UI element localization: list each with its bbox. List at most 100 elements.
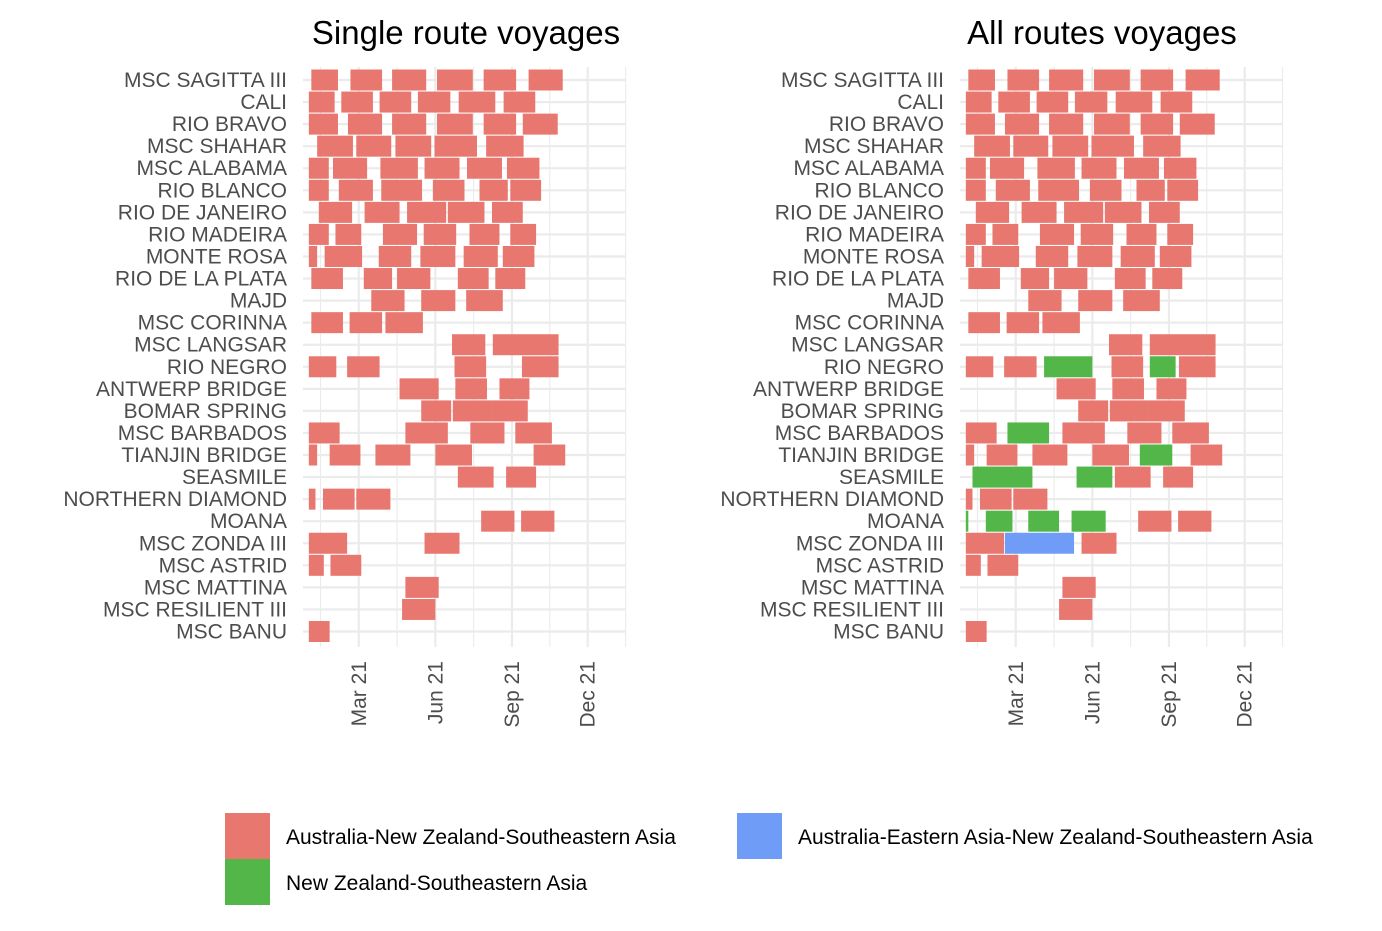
voyage-bar — [317, 135, 353, 157]
voyage-bar — [1178, 356, 1216, 378]
voyage-bar — [1006, 312, 1040, 334]
voyage-bar — [434, 135, 477, 157]
y-tick-label: MSC BANU — [833, 621, 944, 644]
voyage-bar — [432, 179, 465, 201]
voyage-bar — [454, 356, 487, 378]
voyage-bar — [1007, 69, 1040, 91]
voyage-bar — [308, 245, 318, 267]
voyage-bar — [992, 223, 1019, 245]
voyage-bar — [965, 223, 986, 245]
voyage-bar — [510, 179, 542, 201]
voyage-bar — [322, 488, 355, 510]
voyage-bar — [1148, 400, 1185, 422]
voyage-bar — [452, 400, 492, 422]
voyage-bar — [458, 91, 496, 113]
voyage-bar — [1077, 245, 1113, 267]
voyage-bar — [492, 334, 559, 356]
y-tick-label: TIANJIN BRIDGE — [121, 444, 287, 467]
voyage-bar — [1021, 201, 1057, 223]
y-tick-label: MSC RESILIENT III — [103, 598, 287, 621]
voyage-bar — [1138, 510, 1172, 532]
voyage-bar — [356, 488, 391, 510]
voyage-bar — [481, 510, 515, 532]
voyage-bar — [981, 245, 1020, 267]
voyage-bar — [308, 554, 324, 576]
voyage-bar — [506, 157, 540, 179]
y-tick-label: RIO BRAVO — [172, 113, 287, 136]
voyage-bar — [329, 444, 361, 466]
y-tick-label: RIO BLANCO — [814, 179, 944, 202]
voyage-bar — [1054, 268, 1088, 290]
voyage-bar — [399, 378, 439, 400]
voyage-bar — [987, 554, 1019, 576]
voyage-bar — [452, 334, 486, 356]
voyage-bar — [332, 157, 368, 179]
voyage-bar — [308, 91, 335, 113]
y-tick-label: MSC RESILIENT III — [760, 598, 944, 621]
voyage-bar — [483, 113, 517, 135]
y-tick-label: RIO NEGRO — [824, 356, 944, 379]
voyage-bar — [1089, 179, 1122, 201]
y-tick-label: MSC LANGSAR — [134, 334, 287, 357]
voyage-bar — [1081, 157, 1117, 179]
voyage-bar — [347, 113, 383, 135]
voyage-bar — [1062, 576, 1096, 598]
y-tick-label: RIO NEGRO — [167, 356, 287, 379]
voyage-bar — [1052, 135, 1089, 157]
y-tick-label: MOANA — [210, 510, 287, 533]
voyage-bar — [421, 400, 452, 422]
voyage-bar — [395, 135, 432, 157]
x-tick-label: Sep 21 — [1158, 661, 1181, 728]
voyage-bar — [1109, 400, 1149, 422]
y-tick-label: MSC BARBADOS — [118, 422, 287, 445]
y-tick-label: MSC ASTRID — [816, 554, 944, 577]
voyage-bar — [986, 444, 1018, 466]
voyage-bar — [308, 157, 329, 179]
voyage-bar — [1172, 422, 1209, 444]
voyage-bar — [466, 157, 502, 179]
voyage-bar — [1074, 91, 1108, 113]
voyage-bar — [1143, 135, 1181, 157]
voyage-bar — [1035, 245, 1069, 267]
legend-key — [737, 813, 782, 859]
voyage-bar — [338, 179, 373, 201]
voyage-bar — [1149, 356, 1176, 378]
voyage-bar — [1004, 532, 1075, 554]
voyage-bar — [402, 598, 436, 620]
voyage-bar — [1136, 179, 1165, 201]
voyage-bar — [447, 201, 485, 223]
voyage-bar — [533, 444, 566, 466]
y-tick-label: RIO BLANCO — [157, 179, 287, 202]
voyage-bar — [1156, 378, 1187, 400]
voyage-bar — [1032, 444, 1068, 466]
voyage-bar — [1020, 268, 1050, 290]
voyage-bar — [965, 179, 986, 201]
y-tick-label: MAJD — [887, 290, 944, 313]
voyage-bar — [1056, 378, 1096, 400]
y-tick-label: MSC SHAHAR — [804, 135, 944, 158]
voyage-bar — [1104, 201, 1142, 223]
voyage-bar — [350, 69, 383, 91]
voyage-bar — [1167, 223, 1194, 245]
voyage-bar — [499, 378, 530, 400]
voyage-bar — [385, 312, 423, 334]
voyage-bar — [503, 91, 536, 113]
y-tick-label: RIO MADEIRA — [805, 223, 944, 246]
voyage-bar — [397, 268, 431, 290]
x-tick-label: Sep 21 — [501, 661, 524, 728]
voyage-bar — [363, 268, 393, 290]
voyage-bar — [486, 135, 524, 157]
x-tick-label: Dec 21 — [1234, 661, 1257, 728]
voyage-bar — [998, 91, 1030, 113]
voyage-bar — [469, 223, 500, 245]
y-tick-label: TIANJIN BRIDGE — [778, 444, 944, 467]
voyage-bar — [1004, 113, 1040, 135]
voyage-bar — [1037, 157, 1075, 179]
voyage-bar — [308, 621, 330, 642]
voyage-bar — [1114, 466, 1151, 488]
voyage-bar — [491, 201, 523, 223]
voyage-bar — [379, 91, 412, 113]
voyage-bar — [1059, 598, 1093, 620]
